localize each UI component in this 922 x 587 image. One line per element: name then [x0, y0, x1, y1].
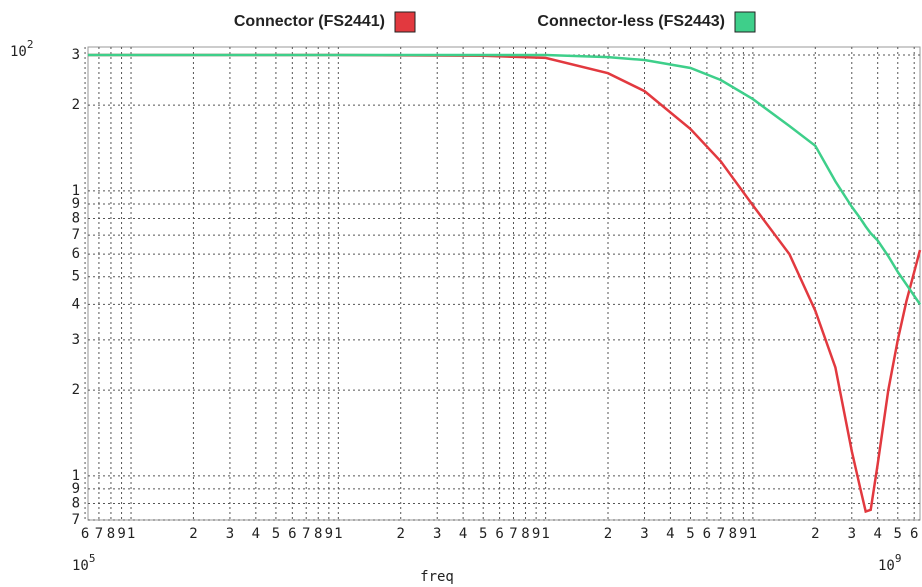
x-tick-label: 9 — [325, 526, 333, 542]
legend-label: Connector-less (FS2443) — [537, 13, 725, 30]
x-tick-label: 8 — [521, 526, 529, 542]
x-tick-label: 1 — [541, 526, 549, 542]
x-tick-label: 7 — [95, 526, 103, 542]
y-tick-label: 8 — [72, 495, 80, 511]
x-tick-label: 3 — [226, 526, 234, 542]
x-tick-label: 4 — [252, 526, 260, 542]
y-tick-label: 3 — [72, 332, 80, 348]
x-axis-label: freq — [420, 569, 454, 585]
x-tick-label: 5 — [894, 526, 902, 542]
x-tick-label: 1 — [127, 526, 135, 542]
y-tick-label: 8 — [72, 211, 80, 227]
x-tick-label: 4 — [666, 526, 674, 542]
y-tick-label: 7 — [72, 227, 80, 243]
x-tick-label: 6 — [703, 526, 711, 542]
x-tick-label: 1 — [749, 526, 757, 542]
x-tick-label: 8 — [314, 526, 322, 542]
x-tick-label: 6 — [81, 526, 89, 542]
y-tick-label: 1 — [72, 183, 80, 199]
x-tick-label: 2 — [397, 526, 405, 542]
plot-frame — [87, 46, 921, 521]
x-tick-label: 6 — [495, 526, 503, 542]
y-tick-label: 2 — [72, 97, 80, 113]
x-tick-label: 2 — [189, 526, 197, 542]
x-tick-label: 2 — [604, 526, 612, 542]
legend-label: Connector (FS2441) — [234, 13, 385, 30]
x-tick-label: 7 — [302, 526, 310, 542]
x-tick-label: 5 — [686, 526, 694, 542]
x-tick-label: 4 — [459, 526, 467, 542]
exponent-base: 10 — [10, 44, 27, 60]
y-tick-label: 3 — [72, 47, 80, 63]
y-tick-label: 5 — [72, 269, 80, 285]
exponent-base: 10 — [72, 558, 89, 574]
exponent-label: 102 — [10, 38, 33, 60]
x-tick-label: 3 — [640, 526, 648, 542]
x-tick-label: 2 — [811, 526, 819, 542]
exponent-label: 105 — [72, 552, 95, 574]
legend-swatch — [394, 11, 416, 33]
exponent-power: 9 — [895, 552, 902, 565]
x-tick-label: 1 — [334, 526, 342, 542]
x-tick-label: 9 — [117, 526, 125, 542]
x-tick-label: 5 — [479, 526, 487, 542]
x-tick-label: 8 — [729, 526, 737, 542]
series-line — [88, 53, 922, 514]
x-tick-label: 7 — [509, 526, 517, 542]
x-tick-label: 6 — [910, 526, 918, 542]
x-tick-label: 6 — [288, 526, 296, 542]
x-tick-label: 3 — [433, 526, 441, 542]
x-tick-label: 8 — [107, 526, 115, 542]
y-tick-label: 4 — [72, 296, 80, 312]
y-tick-label: 6 — [72, 246, 80, 262]
x-tick-label: 9 — [739, 526, 747, 542]
exponent-power: 2 — [27, 38, 34, 51]
series-line — [88, 53, 922, 306]
x-tick-label: 5 — [272, 526, 280, 542]
x-tick-label: 7 — [717, 526, 725, 542]
y-tick-label: 7 — [72, 512, 80, 528]
y-tick-label: 9 — [72, 481, 80, 497]
y-tick-label: 2 — [72, 382, 80, 398]
x-tick-label: 3 — [848, 526, 856, 542]
x-tick-label: 4 — [873, 526, 881, 542]
y-tick-label: 9 — [72, 196, 80, 212]
exponent-label: 109 — [878, 552, 901, 574]
x-tick-label: 9 — [532, 526, 540, 542]
legend-swatch — [734, 11, 756, 33]
y-tick-label: 1 — [72, 468, 80, 484]
exponent-power: 5 — [89, 552, 96, 565]
exponent-base: 10 — [878, 558, 895, 574]
